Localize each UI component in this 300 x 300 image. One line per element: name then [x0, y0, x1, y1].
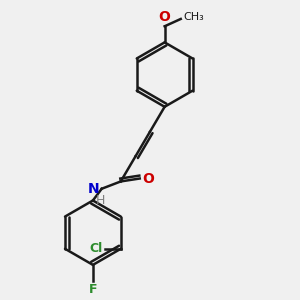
Text: Cl: Cl	[89, 242, 102, 255]
Text: CH₃: CH₃	[183, 13, 204, 22]
Text: O: O	[159, 10, 171, 24]
Text: N: N	[88, 182, 99, 196]
Text: F: F	[89, 283, 97, 296]
Text: H: H	[96, 194, 106, 207]
Text: O: O	[143, 172, 154, 185]
